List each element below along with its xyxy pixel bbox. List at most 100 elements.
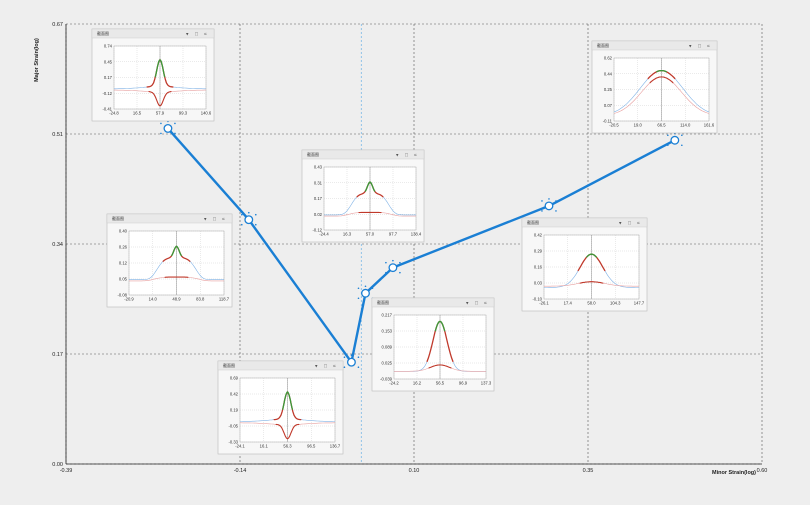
point-handle-dot: [358, 287, 360, 289]
inset-x-tick-label: 83.8: [196, 297, 205, 302]
point-handle-dot: [358, 297, 360, 299]
point-handle-dot: [385, 262, 387, 264]
inset-y-tick-label: 0.74: [104, 44, 113, 49]
inset-y-tick-label: 0.25: [604, 87, 613, 92]
data-point: [348, 358, 356, 366]
inset-x-tick-label: 16.2: [413, 381, 422, 386]
inset-y-tick-label: 0.16: [534, 265, 543, 270]
inset-y-tick-label: 0.40: [119, 229, 128, 234]
point-handle-dot: [392, 260, 394, 262]
inset-x-tick-label: 57.9: [156, 111, 165, 116]
point-handle-dot: [555, 200, 557, 202]
inset-y-tick-label: 0.089: [382, 345, 393, 350]
inset-y-tick-label: -0.33: [228, 440, 238, 445]
point-handle-dot: [160, 133, 162, 135]
collapse-icon: «: [222, 217, 225, 223]
collapse-icon: «: [333, 364, 336, 370]
x-tick-label: 0.60: [757, 468, 768, 474]
inset-y-tick-label: 0.17: [314, 196, 323, 201]
inset-y-tick-label: -0.08: [117, 293, 127, 298]
inset-x-tick-label: 48.9: [172, 297, 181, 302]
inset-y-tick-label: 0.43: [314, 165, 323, 170]
y-tick-label: 0.34: [52, 242, 63, 248]
inset-x-tick-label: 99.3: [179, 111, 188, 116]
inset-title: 截面图: [597, 42, 609, 48]
point-handle-dot: [358, 356, 360, 358]
inset-y-tick-label: 0.69: [230, 376, 239, 381]
inset-x-tick-label: 17.4: [564, 301, 573, 306]
inset-y-tick-label: 0.62: [604, 56, 613, 61]
point-handle-dot: [667, 144, 669, 146]
inset-x-tick-label: 66.5: [657, 123, 666, 128]
inset-x-tick-label: 96.5: [307, 444, 316, 449]
inset-x-tick-label: 19.0: [634, 123, 643, 128]
x-tick-label: 0.10: [409, 468, 420, 474]
collapse-icon: «: [637, 221, 640, 227]
inset-title: 截面图: [112, 215, 124, 221]
data-point: [671, 136, 679, 144]
inset-y-tick-label: -0.039: [380, 377, 393, 382]
inset-x-tick-label: 137.3: [481, 381, 492, 386]
maximize-icon: □: [475, 301, 478, 307]
point-handle-dot: [681, 144, 683, 146]
point-handle-dot: [255, 224, 257, 226]
inset-y-tick-label: 0.217: [382, 313, 393, 318]
inset-x-tick-label: 104.3: [610, 301, 621, 306]
inset-x-tick-label: 147.7: [634, 301, 645, 306]
point-handle-dot: [241, 214, 243, 216]
maximize-icon: □: [628, 221, 631, 227]
point-handle-dot: [241, 224, 243, 226]
inset-y-tick-label: 0.44: [604, 71, 613, 76]
maximize-icon: □: [405, 153, 408, 159]
inset-x-tick-label: 161.6: [704, 123, 715, 128]
inset-y-tick-label: 0.07: [604, 103, 613, 108]
point-handle-dot: [385, 272, 387, 274]
point-handle-dot: [344, 356, 346, 358]
inset-x-tick-label: 56.5: [436, 381, 445, 386]
inset-y-tick-label: 0.26: [119, 245, 128, 250]
data-point: [362, 289, 370, 297]
inset-y-tick-label: -0.12: [102, 91, 112, 96]
inset-x-tick-label: 138.4: [411, 232, 422, 237]
x-axis-title: Minor Strain(log): [712, 470, 756, 476]
inset-y-tick-label: 0.153: [382, 329, 393, 334]
x-tick-label: -0.39: [60, 468, 73, 474]
inset-y-tick-label: 0.42: [230, 392, 239, 397]
maximize-icon: □: [324, 364, 327, 370]
data-point: [389, 264, 397, 272]
inset-x-tick-label: 56.3: [283, 444, 292, 449]
point-handle-dot: [174, 123, 176, 125]
inset-y-tick-label: -0.11: [603, 119, 613, 124]
inset-y-tick-label: -0.12: [312, 228, 322, 233]
inset-x-tick-label: 57.0: [366, 232, 375, 237]
point-handle-dot: [255, 214, 257, 216]
inset-x-tick-label: 16.3: [343, 232, 352, 237]
data-point: [164, 125, 172, 133]
point-handle-dot: [160, 123, 162, 125]
point-handle-dot: [548, 198, 550, 200]
point-handle-dot: [248, 212, 250, 214]
inset-y-tick-label: 0.29: [534, 249, 543, 254]
point-handle-dot: [541, 200, 543, 202]
inset-y-tick-label: 0.19: [230, 408, 239, 413]
inset-y-tick-label: 0.12: [119, 261, 128, 266]
inset-y-tick-label: -0.10: [532, 297, 542, 302]
inset-title: 截面图: [527, 219, 539, 225]
point-handle-dot: [399, 262, 401, 264]
inset-y-tick-label: 0.025: [382, 361, 393, 366]
collapse-icon: «: [204, 32, 207, 38]
inset-x-tick-label: 118.7: [219, 297, 230, 302]
data-point: [245, 216, 253, 224]
y-tick-label: 0.17: [52, 352, 63, 358]
collapse-icon: «: [484, 301, 487, 307]
inset-x-tick-label: 58.0: [587, 301, 596, 306]
inset-x-tick-label: 14.0: [149, 297, 158, 302]
